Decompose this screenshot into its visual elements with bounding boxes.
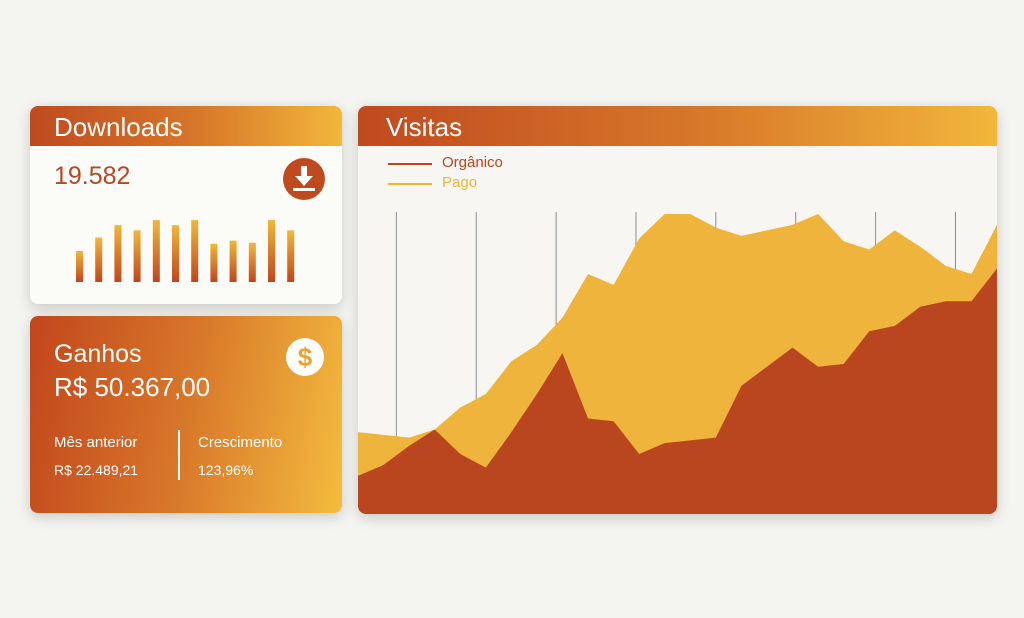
legend-label-organico: Orgânico <box>442 154 503 171</box>
downloads-bar <box>152 220 160 282</box>
downloads-card: Downloads 19.582 <box>30 106 342 304</box>
series-area-organico <box>358 268 997 514</box>
legend-swatch-pago <box>388 183 432 185</box>
downloads-bar <box>133 230 141 282</box>
downloads-bar <box>76 251 83 282</box>
download-icon[interactable] <box>283 158 325 200</box>
ganhos-title: Ganhos <box>54 340 142 368</box>
downloads-bar <box>229 240 237 282</box>
downloads-bar <box>210 243 218 282</box>
downloads-bar <box>95 237 103 282</box>
downloads-bar <box>172 225 179 282</box>
previous-month-label: Mês anterior <box>54 434 138 451</box>
ganhos-value: R$ 50.367,00 <box>54 372 211 402</box>
ganhos-card: Ganhos R$ 50.367,00 $ Mês anterior R$ 22… <box>30 316 342 513</box>
visitas-card: Visitas Orgânico Pago <box>358 106 997 514</box>
legend-swatch-organico <box>388 163 432 165</box>
downloads-bar-chart <box>76 220 295 282</box>
dollar-icon: $ <box>286 338 324 376</box>
visitas-area-chart <box>358 212 997 514</box>
growth-value: 123,96% <box>198 462 254 478</box>
stats-divider <box>178 430 180 480</box>
downloads-bar <box>114 225 122 282</box>
legend-label-pago: Pago <box>442 174 478 191</box>
visitas-title: Visitas <box>358 106 997 146</box>
downloads-title: Downloads <box>30 106 342 146</box>
downloads-bar <box>248 242 256 282</box>
downloads-value: 19.582 <box>54 162 131 190</box>
previous-month-value: R$ 22.489,21 <box>54 462 139 478</box>
downloads-bar <box>268 220 275 282</box>
growth-label: Crescimento <box>198 434 283 451</box>
downloads-bar <box>191 220 199 282</box>
downloads-bar <box>287 230 295 282</box>
